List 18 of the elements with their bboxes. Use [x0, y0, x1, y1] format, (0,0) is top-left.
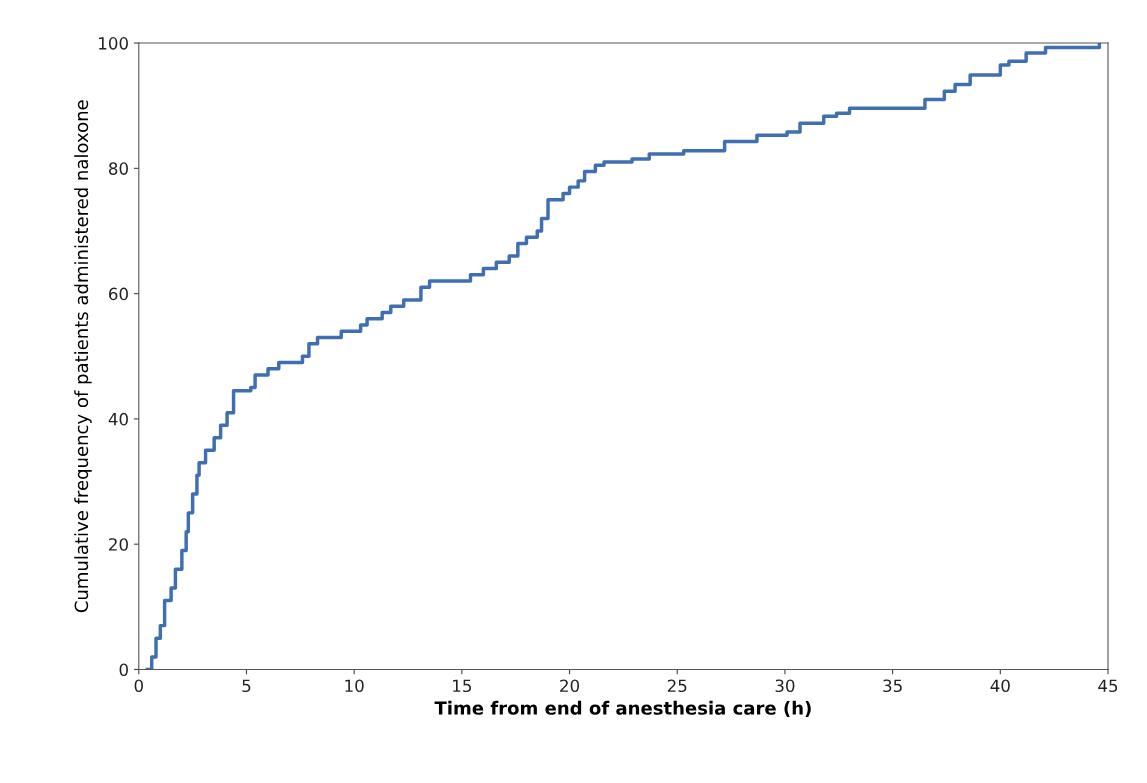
y-axis-title: Cumulative frequency of patients administered naloxone — [74, 100, 92, 613]
x-axis-title: Time from end of anesthesia care (h) — [434, 700, 811, 717]
x-tick-label: 0 — [134, 679, 143, 693]
x-tick-label: 15 — [453, 679, 472, 693]
y-tick-label: 100 — [99, 37, 128, 50]
y-tick-label: 0 — [119, 663, 128, 677]
x-tick-label: 20 — [560, 679, 580, 693]
x-tick-label: 40 — [990, 679, 1010, 693]
y-tick-label: 20 — [109, 538, 128, 551]
x-tick-label: 30 — [775, 679, 795, 693]
x-tick-label: 45 — [1098, 679, 1118, 693]
y-tick-label: 40 — [108, 412, 128, 426]
x-tick-label: 25 — [667, 679, 687, 693]
y-tick-label: 60 — [109, 287, 128, 301]
x-tick-label: 35 — [883, 679, 902, 693]
x-tick-label: 10 — [345, 679, 364, 693]
y-tick-label: 80 — [108, 162, 128, 175]
x-tick-label: 5 — [242, 679, 251, 693]
